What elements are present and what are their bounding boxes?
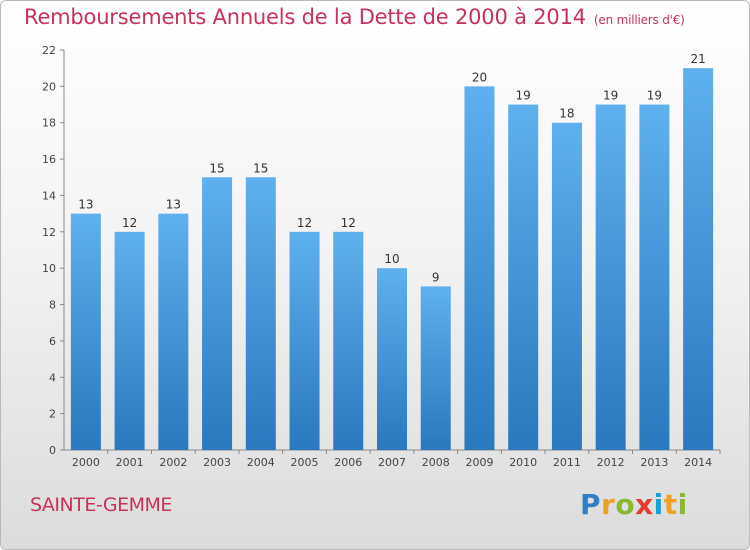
- chart-unit: (en milliers d'€): [593, 13, 685, 27]
- bar: [70, 213, 101, 450]
- x-tick-label: 2004: [247, 456, 275, 469]
- bar: [595, 104, 626, 450]
- bar: [639, 104, 670, 450]
- logo-letter: t: [663, 488, 678, 521]
- y-tick-label: 12: [42, 226, 56, 239]
- logo-letter: o: [615, 488, 636, 521]
- x-tick-label: 2013: [640, 456, 668, 469]
- bar-value-label: 19: [516, 89, 531, 103]
- chart-title-text: Remboursements Annuels de la Dette de 20…: [24, 5, 586, 29]
- logo-letter: x: [635, 488, 654, 521]
- chart-data-labels: 13 12 13 15 15 12 12 10 9 20 19 18 19 19 21: [78, 52, 706, 284]
- x-tick-label: 2008: [422, 456, 450, 469]
- chart-bars: [70, 68, 714, 451]
- bar: [245, 177, 276, 451]
- bar-value-label: 18: [559, 107, 574, 121]
- y-tick-label: 18: [42, 117, 56, 130]
- x-tick-label: 2003: [203, 456, 231, 469]
- chart-title: Remboursements Annuels de la Dette de 20…: [24, 5, 685, 29]
- bar: [508, 104, 539, 450]
- city-name: SAINTE-GEMME: [30, 494, 172, 516]
- bar: [114, 231, 145, 450]
- y-tick-label: 2: [49, 408, 56, 421]
- bar-value-label: 10: [384, 252, 399, 266]
- bar-value-label: 13: [166, 198, 181, 212]
- bar: [202, 177, 233, 451]
- bar: [158, 213, 189, 450]
- x-tick-label: 2010: [509, 456, 537, 469]
- bar-value-label: 20: [472, 70, 487, 84]
- y-tick-label: 10: [42, 262, 56, 275]
- y-tick-label: 4: [49, 371, 56, 384]
- x-tick-label: 2014: [684, 456, 712, 469]
- proxiti-logo: Proxiti: [580, 488, 688, 521]
- bar: [551, 122, 582, 451]
- bar: [420, 286, 451, 450]
- logo-letter: r: [601, 488, 616, 521]
- logo-letter: i: [653, 488, 664, 521]
- x-tick-label: 2009: [465, 456, 493, 469]
- logo-letter: i: [677, 488, 688, 521]
- x-tick-label: 2012: [597, 456, 625, 469]
- bar: [289, 231, 320, 450]
- bar-value-label: 9: [432, 270, 440, 284]
- x-tick-label: 2001: [116, 456, 144, 469]
- y-tick-label: 0: [49, 444, 56, 457]
- bar-value-label: 19: [603, 89, 618, 103]
- bar-value-label: 19: [647, 89, 662, 103]
- bar-value-label: 21: [690, 52, 705, 66]
- x-tick-label: 2005: [291, 456, 319, 469]
- y-tick-label: 16: [42, 153, 56, 166]
- bar-value-label: 12: [122, 216, 137, 230]
- y-tick-label: 20: [42, 80, 56, 93]
- bar: [464, 86, 495, 450]
- bar-value-label: 13: [78, 198, 93, 212]
- bar-value-label: 15: [209, 161, 224, 175]
- y-tick-label: 22: [42, 44, 56, 57]
- y-tick-label: 14: [42, 189, 56, 202]
- y-tick-label: 8: [49, 299, 56, 312]
- bar-value-label: 15: [253, 161, 268, 175]
- bar: [333, 231, 364, 450]
- bar-value-label: 12: [297, 216, 312, 230]
- logo-letter: P: [580, 488, 602, 521]
- bar: [377, 268, 407, 450]
- x-tick-label: 2002: [159, 456, 187, 469]
- x-tick-label: 2011: [553, 456, 581, 469]
- bar-value-label: 12: [341, 216, 356, 230]
- y-tick-label: 6: [49, 335, 56, 348]
- x-tick-label: 2006: [334, 456, 362, 469]
- x-tick-label: 2007: [378, 456, 406, 469]
- bar: [683, 68, 714, 450]
- x-tick-label: 2000: [72, 456, 100, 469]
